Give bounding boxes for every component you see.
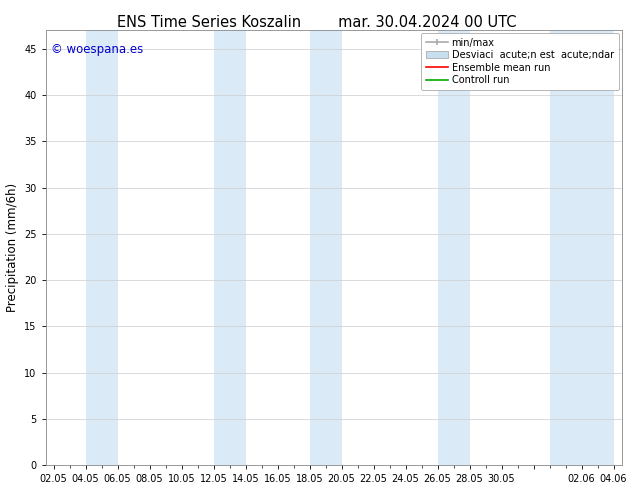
Bar	[437, 30, 470, 466]
Bar	[86, 30, 118, 466]
Bar	[309, 30, 342, 466]
Text: ENS Time Series Koszalin        mar. 30.04.2024 00 UTC: ENS Time Series Koszalin mar. 30.04.2024…	[117, 15, 517, 30]
Bar	[214, 30, 245, 466]
Y-axis label: Precipitation (mm/6h): Precipitation (mm/6h)	[6, 183, 18, 312]
Legend: min/max, Desviaci  acute;n est  acute;ndar, Ensemble mean run, Controll run: min/max, Desviaci acute;n est acute;ndar…	[422, 33, 619, 90]
Bar	[550, 30, 614, 466]
Text: © woespana.es: © woespana.es	[51, 43, 144, 56]
